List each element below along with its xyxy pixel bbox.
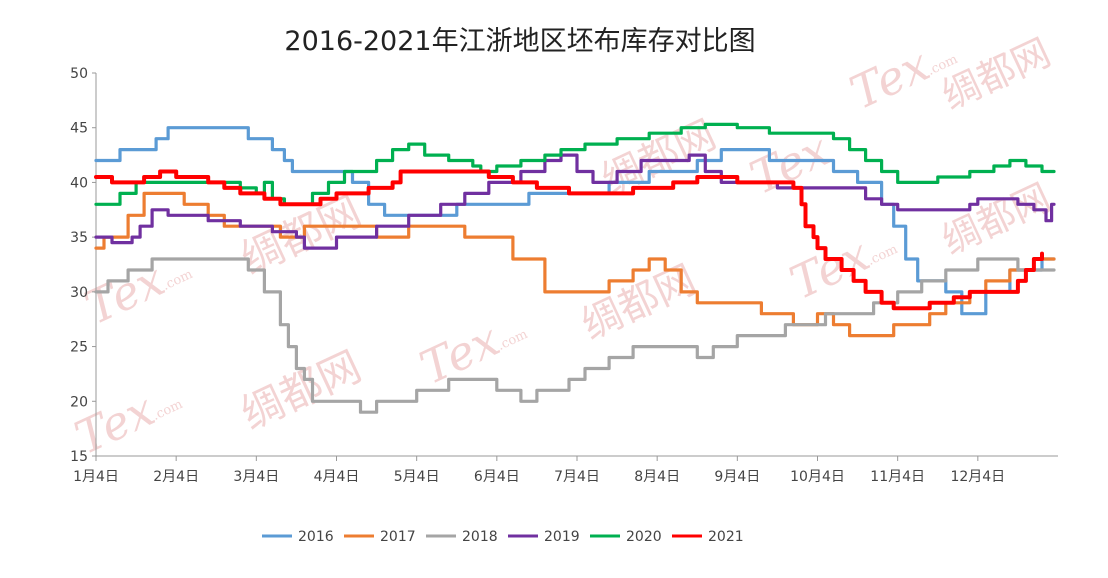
legend-label-2016: 2016 bbox=[298, 529, 334, 545]
series-line-2017 bbox=[94, 191, 1056, 338]
watermark-brand: 绸都网 bbox=[234, 341, 369, 439]
y-tick-label: 45 bbox=[70, 121, 88, 137]
legend-label-2019: 2019 bbox=[544, 529, 580, 545]
watermark-logo: Tex .com bbox=[77, 252, 195, 335]
y-tick-label: 20 bbox=[70, 394, 88, 410]
x-tick-label: 2月4日 bbox=[153, 469, 199, 485]
chart-title: 2016-2021年江浙地区坯布库存对比图 bbox=[284, 26, 755, 57]
y-tick-label: 50 bbox=[70, 66, 88, 82]
y-tick-label: 15 bbox=[70, 449, 88, 465]
watermark-brand-text: 绸都网 bbox=[935, 30, 1057, 118]
watermark-brand-text: 绸都网 bbox=[234, 341, 369, 439]
x-tick-label: 4月4日 bbox=[314, 469, 360, 485]
series-line-2016 bbox=[94, 126, 1056, 316]
y-axis: 15 20 25 30 35 40 45 50 bbox=[70, 66, 97, 465]
watermark-domain-text: .com bbox=[865, 242, 900, 269]
legend-label-2021: 2021 bbox=[708, 529, 744, 545]
series-line-2019 bbox=[94, 153, 1056, 250]
x-tick-label: 11月4日 bbox=[870, 469, 925, 485]
x-tick-label: 12月4日 bbox=[950, 469, 1005, 485]
x-tick-label: 1月4日 bbox=[73, 469, 119, 485]
x-axis: 1月4日 2月4日 3月4日 4月4日 5月4日 6月4日 7月4日 8月4日 9月4日 10月4… bbox=[73, 455, 1058, 485]
x-tick-label: 9月4日 bbox=[714, 469, 760, 485]
series-line-2018 bbox=[94, 257, 1056, 414]
legend-label-2018: 2018 bbox=[462, 529, 498, 545]
watermark-domain-text: .com bbox=[150, 397, 185, 424]
x-tick-label: 3月4日 bbox=[233, 469, 279, 485]
y-tick-label: 40 bbox=[70, 175, 88, 191]
y-tick-label: 30 bbox=[70, 285, 88, 301]
watermark-brand: 绸都网 bbox=[935, 30, 1057, 118]
watermark-group: Tex .com 绸都网 Tex 绸都网 绸都网 Tex .com 绸都网 bbox=[67, 30, 1057, 465]
watermark-logo-text: Tex bbox=[782, 227, 878, 310]
legend-label-2020: 2020 bbox=[626, 529, 662, 545]
x-tick-label: 6月4日 bbox=[474, 469, 520, 485]
watermark-brand: 绸都网 bbox=[935, 175, 1057, 263]
watermark-domain-text: .com bbox=[160, 267, 195, 294]
legend: 2016 2017 2018 2019 2020 2021 bbox=[262, 529, 744, 545]
watermark-logo-text: Tex bbox=[77, 252, 173, 335]
series-line-2021 bbox=[94, 169, 1044, 311]
watermark-domain-text: .com bbox=[495, 327, 530, 354]
x-tick-label: 7月4日 bbox=[554, 469, 600, 485]
x-tick-label: 10月4日 bbox=[790, 469, 845, 485]
x-tick-label: 8月4日 bbox=[634, 469, 680, 485]
x-tick-label: 5月4日 bbox=[394, 469, 440, 485]
watermark-brand-text: 绸都网 bbox=[935, 175, 1057, 263]
series-layer bbox=[94, 122, 1056, 414]
legend-label-2017: 2017 bbox=[380, 529, 416, 545]
y-tick-label: 35 bbox=[70, 230, 88, 246]
series-line-2020 bbox=[94, 122, 1056, 206]
watermark-logo-text: Tex bbox=[412, 312, 508, 395]
watermark-logo-text: Tex bbox=[842, 37, 938, 120]
y-tick-label: 25 bbox=[70, 340, 88, 356]
